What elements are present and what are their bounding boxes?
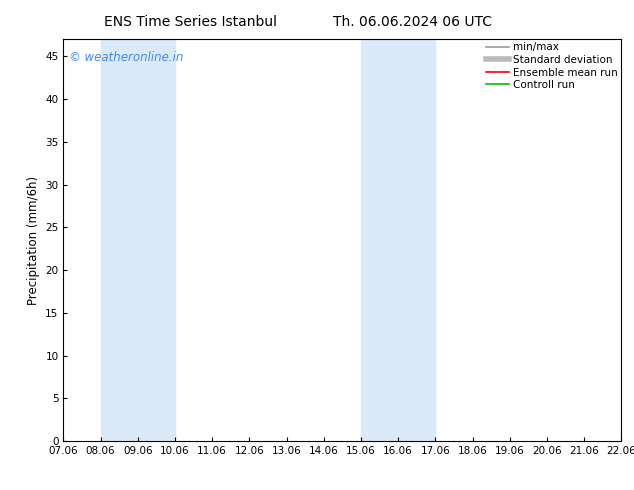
Text: Th. 06.06.2024 06 UTC: Th. 06.06.2024 06 UTC (333, 15, 491, 29)
Y-axis label: Precipitation (mm/6h): Precipitation (mm/6h) (27, 175, 40, 305)
Bar (361, 39, 436, 441)
Bar (101, 39, 175, 441)
Text: ENS Time Series Istanbul: ENS Time Series Istanbul (104, 15, 276, 29)
Text: © weatheronline.in: © weatheronline.in (69, 51, 183, 64)
Legend: min/max, Standard deviation, Ensemble mean run, Controll run: min/max, Standard deviation, Ensemble me… (486, 42, 618, 90)
